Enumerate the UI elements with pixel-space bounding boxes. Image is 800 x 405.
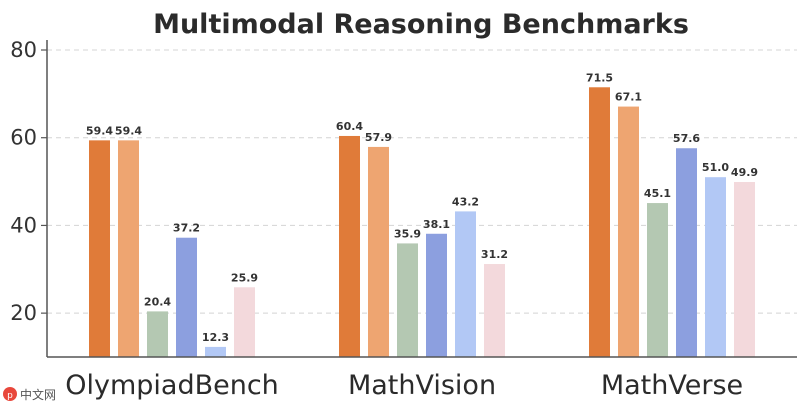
bar-mathverse-s6 (734, 182, 755, 357)
y-tick-label-80: 80 (10, 38, 37, 62)
data-labels: 59.4 59.4 20.4 37.2 12.3 25.9 60.457.9 35.938.1… (86, 71, 758, 344)
data-label-mathverse-s2: 67.1 (615, 91, 642, 104)
bar-olympiadbench-s6 (234, 287, 255, 357)
data-label-olympiadbench-s5: 12.3 (202, 331, 229, 344)
svg-text:p: p (7, 391, 13, 401)
gridlines (47, 49, 797, 314)
bar-olympiadbench-s2 (118, 140, 139, 357)
data-label-mathvision-s1: 60.4 (336, 120, 363, 133)
bar-olympiadbench-s5 (205, 346, 226, 357)
data-label-mathverse-s3: 45.1 (644, 187, 671, 200)
data-label-mathvision-s2: 57.9 (365, 131, 392, 144)
bar-mathvision-s2 (368, 146, 389, 357)
bars (89, 87, 755, 358)
data-label-mathverse-s1: 71.5 (586, 71, 613, 84)
data-label-mathverse-s5: 51.0 (702, 161, 729, 174)
bar-olympiadbench-s1 (89, 140, 110, 357)
bar-mathvision-s5 (455, 211, 476, 357)
data-label-olympiadbench-s2: 59.4 (115, 124, 142, 137)
bar-olympiadbench-s3 (147, 311, 168, 357)
bar-mathverse-s3 (647, 203, 668, 357)
y-tick-label-20: 20 (10, 301, 37, 325)
watermark-text: 中文网 (20, 387, 56, 402)
bar-mathvision-s1 (339, 135, 360, 357)
x-tick-label-mathverse: MathVerse (601, 370, 743, 401)
data-label-mathvision-s4: 38.1 (423, 218, 450, 231)
x-tick-label-olympiadbench: OlympiadBench (65, 370, 279, 401)
bar-mathverse-s5 (705, 177, 726, 357)
data-label-mathverse-s4: 57.6 (673, 132, 700, 145)
y-tick-label-60: 60 (10, 126, 37, 150)
axes: 20 40 60 80 OlympiadBench MathVision MathVerse (10, 38, 797, 401)
bar-mathverse-s2 (618, 106, 639, 357)
y-tick-label-40: 40 (10, 213, 37, 237)
bar-mathvision-s3 (397, 243, 418, 357)
x-tick-label-mathvision: MathVision (348, 370, 496, 401)
chart-title: Multimodal Reasoning Benchmarks (153, 9, 689, 40)
data-label-olympiadbench-s1: 59.4 (86, 124, 113, 137)
watermark-logo: p 中文网 (3, 387, 56, 402)
data-label-olympiadbench-s3: 20.4 (144, 295, 171, 308)
data-label-mathvision-s3: 35.9 (394, 227, 421, 240)
bar-mathvision-s4 (426, 233, 447, 357)
data-label-mathvision-s5: 43.2 (452, 195, 479, 208)
data-label-mathverse-s6: 49.9 (731, 166, 758, 179)
bar-mathverse-s1 (589, 87, 610, 358)
data-label-olympiadbench-s4: 37.2 (173, 222, 200, 235)
bar-olympiadbench-s4 (176, 237, 197, 357)
bar-mathverse-s4 (676, 148, 697, 357)
data-label-mathvision-s6: 31.2 (481, 248, 508, 261)
data-label-olympiadbench-s6: 25.9 (231, 271, 258, 284)
bar-mathvision-s6 (484, 264, 505, 357)
